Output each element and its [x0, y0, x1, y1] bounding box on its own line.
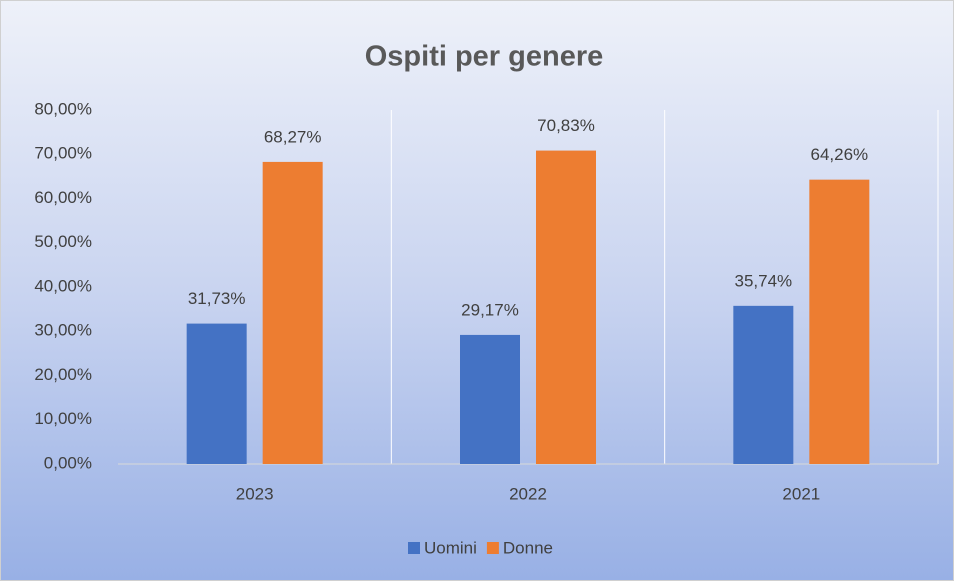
- chart-title: Ospiti per genere: [365, 41, 604, 73]
- data-label: 35,74%: [734, 271, 792, 290]
- data-label: 31,73%: [188, 289, 246, 308]
- bar: [460, 334, 520, 464]
- data-label: 70,83%: [537, 116, 595, 135]
- x-tick-label: 2023: [236, 484, 274, 503]
- x-tick-label: 2022: [509, 484, 547, 503]
- data-label: 68,27%: [264, 127, 322, 146]
- y-tick-label: 20,00%: [34, 365, 92, 384]
- y-tick-label: 60,00%: [34, 188, 92, 207]
- bar: [733, 305, 794, 464]
- x-tick-label: 2021: [782, 484, 820, 503]
- y-tick-label: 0,00%: [44, 453, 92, 472]
- y-tick-label: 80,00%: [34, 99, 92, 118]
- bar: [186, 323, 247, 464]
- legend-swatch: [486, 542, 499, 554]
- legend-swatch: [408, 542, 420, 554]
- y-tick-label: 40,00%: [34, 276, 92, 295]
- legend-label: Uomini: [424, 538, 477, 557]
- bar: [262, 161, 323, 464]
- data-label: 29,17%: [461, 300, 519, 319]
- y-tick-label: 50,00%: [34, 232, 92, 251]
- y-tick-label: 10,00%: [34, 409, 92, 428]
- legend-label: Donne: [503, 538, 553, 557]
- data-label: 64,26%: [810, 145, 868, 164]
- y-tick-label: 30,00%: [34, 321, 92, 340]
- bar: [809, 179, 870, 464]
- bar: [536, 150, 596, 464]
- y-tick-label: 70,00%: [34, 144, 92, 163]
